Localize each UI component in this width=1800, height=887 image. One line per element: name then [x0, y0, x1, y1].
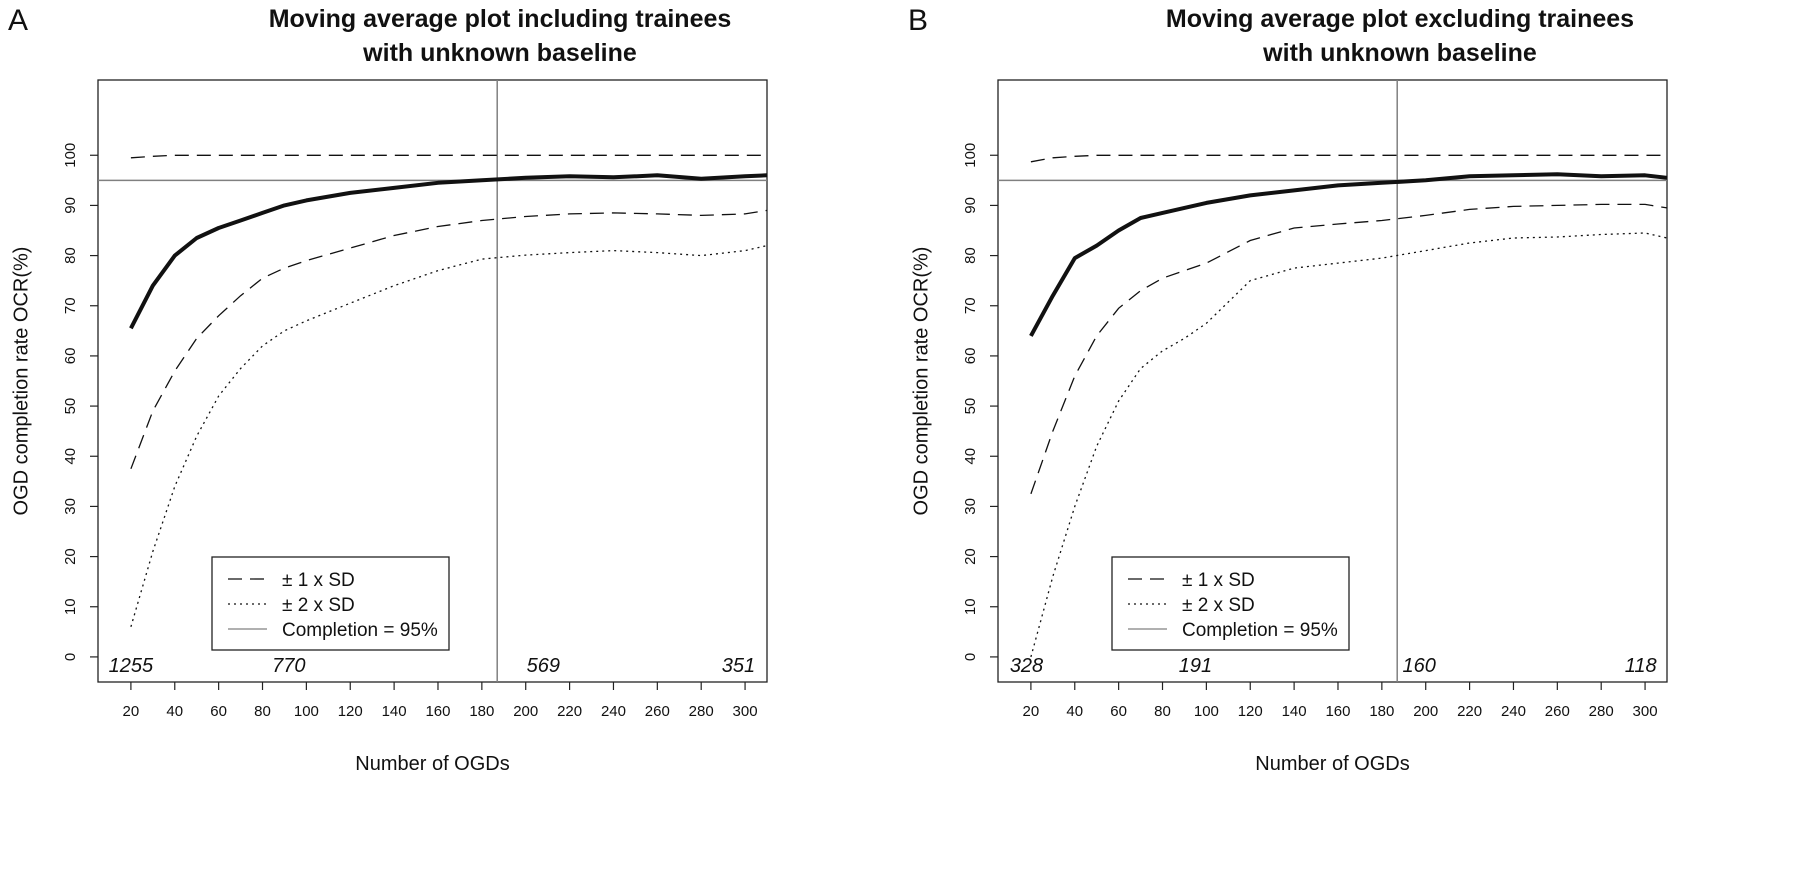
y-tick-label: 10	[962, 598, 979, 615]
legend: ± 1 x SD ± 2 x SD Completion = 95%	[211, 556, 450, 651]
y-tick-label: 50	[62, 398, 79, 415]
series-line	[130, 154, 767, 159]
x-tick-label: 240	[601, 703, 626, 720]
y-tick-label: 100	[962, 143, 979, 168]
x-tick-label: 40	[1066, 703, 1083, 720]
x-tick-label: 260	[645, 703, 670, 720]
x-tick-label: 180	[1369, 703, 1394, 720]
x-tick-label: 100	[1194, 703, 1219, 720]
x-tick-label: 200	[1413, 703, 1438, 720]
y-tick-label: 40	[62, 448, 79, 465]
x-tick-label: 20	[123, 703, 140, 720]
y-tick-label: 50	[962, 398, 979, 415]
count-annotation: 191	[1179, 655, 1212, 677]
count-annotation: 351	[722, 655, 755, 677]
y-tick-label: 0	[62, 653, 79, 661]
chart-title: Moving average plot excluding trainees w…	[1010, 2, 1790, 70]
chart-title-line-1: Moving average plot including trainees	[268, 5, 732, 33]
series-line	[1030, 232, 1668, 658]
y-axis-label: OGD completion rate OCR(%)	[910, 247, 932, 516]
count-annotation: 770	[272, 655, 305, 677]
chart-title-line-1: Moving average plot excluding trainees	[1165, 5, 1635, 33]
y-tick-label: 40	[962, 448, 979, 465]
legend-label: ± 2 x SD	[282, 595, 355, 616]
x-tick-label: 60	[1110, 703, 1127, 720]
y-tick-label: 20	[962, 548, 979, 565]
y-tick-label: 90	[962, 197, 979, 214]
y-tick-label: 80	[962, 247, 979, 264]
x-tick-label: 60	[210, 703, 227, 720]
x-tick-label: 280	[1589, 703, 1614, 720]
chart-title-line-2: with unknown baseline	[1263, 39, 1537, 67]
x-tick-label: 240	[1501, 703, 1526, 720]
y-tick-label: 0	[962, 653, 979, 661]
legend-box	[1111, 556, 1350, 651]
x-tick-label: 140	[1282, 703, 1307, 720]
count-annotation: 118	[1625, 655, 1657, 677]
chart-title: Moving average plot including trainees w…	[110, 2, 890, 70]
count-annotation: 1255	[109, 655, 154, 677]
x-tick-label: 220	[557, 703, 582, 720]
series-line	[1029, 172, 1668, 337]
x-axis-label: Number of OGDs	[355, 753, 509, 775]
y-tick-label: 90	[62, 197, 79, 214]
x-tick-label: 300	[1633, 703, 1658, 720]
x-tick-label: 120	[1238, 703, 1263, 720]
y-tick-label: 30	[62, 498, 79, 515]
series-line	[129, 173, 768, 330]
x-tick-label: 200	[513, 703, 538, 720]
panel-letter: B	[908, 4, 929, 37]
chart-plot: 0 10 20 30 40 50 60 70 80 90 100 20 40 60 80 100 120 140 1…	[910, 79, 1668, 775]
x-tick-label: 140	[382, 703, 407, 720]
series-line	[1030, 203, 1668, 495]
x-tick-label: 100	[294, 703, 319, 720]
x-tick-label: 220	[1457, 703, 1482, 720]
y-axis-label: OGD completion rate OCR(%)	[10, 247, 32, 516]
x-tick-label: 180	[469, 703, 494, 720]
y-tick-label: 60	[62, 348, 79, 365]
panel-a: A Moving average plot including trainees…	[8, 2, 890, 775]
count-annotation: 160	[1402, 655, 1435, 677]
x-tick-label: 40	[166, 703, 183, 720]
chart-plot: 0 10 20 30 40 50 60 70 80 90 100 20 40 60 80 100 120 140 1…	[10, 79, 768, 775]
plot-frame	[997, 79, 1668, 683]
x-tick-label: 80	[254, 703, 271, 720]
panel-letter: A	[8, 4, 29, 37]
chart-title-line-2: with unknown baseline	[363, 39, 637, 67]
y-tick-label: 10	[62, 598, 79, 615]
legend-label: ± 1 x SD	[1182, 570, 1255, 591]
x-axis-label: Number of OGDs	[1255, 753, 1409, 775]
x-tick-label: 20	[1023, 703, 1040, 720]
count-annotation: 569	[527, 655, 560, 677]
y-tick-label: 20	[62, 548, 79, 565]
legend-box	[211, 556, 450, 651]
legend-label: Completion = 95%	[282, 620, 438, 641]
y-tick-label: 100	[62, 143, 79, 168]
legend-label: ± 2 x SD	[1182, 595, 1255, 616]
y-tick-label: 30	[962, 498, 979, 515]
x-tick-label: 300	[733, 703, 758, 720]
y-tick-label: 60	[962, 348, 979, 365]
plot-frame	[97, 79, 768, 683]
x-tick-label: 280	[689, 703, 714, 720]
series-line	[130, 209, 768, 470]
y-tick-label: 70	[962, 297, 979, 314]
x-tick-label: 80	[1154, 703, 1171, 720]
panel-b: B Moving average plot excluding trainees…	[900, 0, 1800, 887]
series-line	[1030, 154, 1667, 163]
x-tick-label: 160	[425, 703, 450, 720]
x-tick-label: 120	[338, 703, 363, 720]
legend: ± 1 x SD ± 2 x SD Completion = 95%	[1111, 556, 1350, 651]
count-annotation: 328	[1010, 655, 1043, 677]
x-tick-label: 260	[1545, 703, 1570, 720]
legend-label: Completion = 95%	[1182, 620, 1338, 641]
legend-label: ± 1 x SD	[282, 570, 355, 591]
x-tick-label: 160	[1325, 703, 1350, 720]
y-tick-label: 70	[62, 297, 79, 314]
y-tick-label: 80	[62, 247, 79, 264]
